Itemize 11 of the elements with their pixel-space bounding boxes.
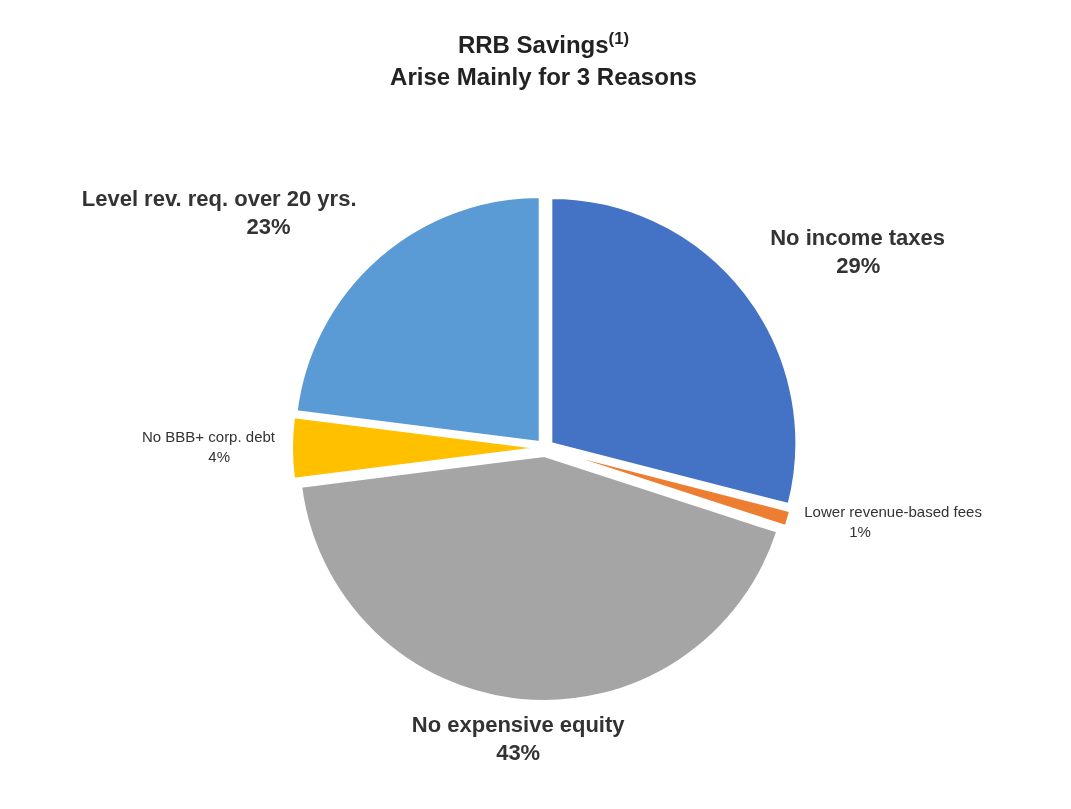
slice-label: Lower revenue-based fees <box>804 503 982 521</box>
data-label: 29% <box>836 253 881 279</box>
data-label: 4% <box>208 447 230 465</box>
data-label: 23% <box>246 214 291 240</box>
data-label: 43% <box>496 740 541 766</box>
slice-label: No expensive equity <box>411 711 626 737</box>
slice-label: No BBB+ corp. debt <box>142 428 276 445</box>
slice-label: No income taxes <box>770 224 946 250</box>
slice-label: Level rev. req. over 20 yrs. <box>81 185 357 211</box>
data-label: 1% <box>849 522 871 540</box>
chart-title: RRB Savings$^{(1)}$ Arise Mainly for 3 Reasons <box>390 28 697 90</box>
